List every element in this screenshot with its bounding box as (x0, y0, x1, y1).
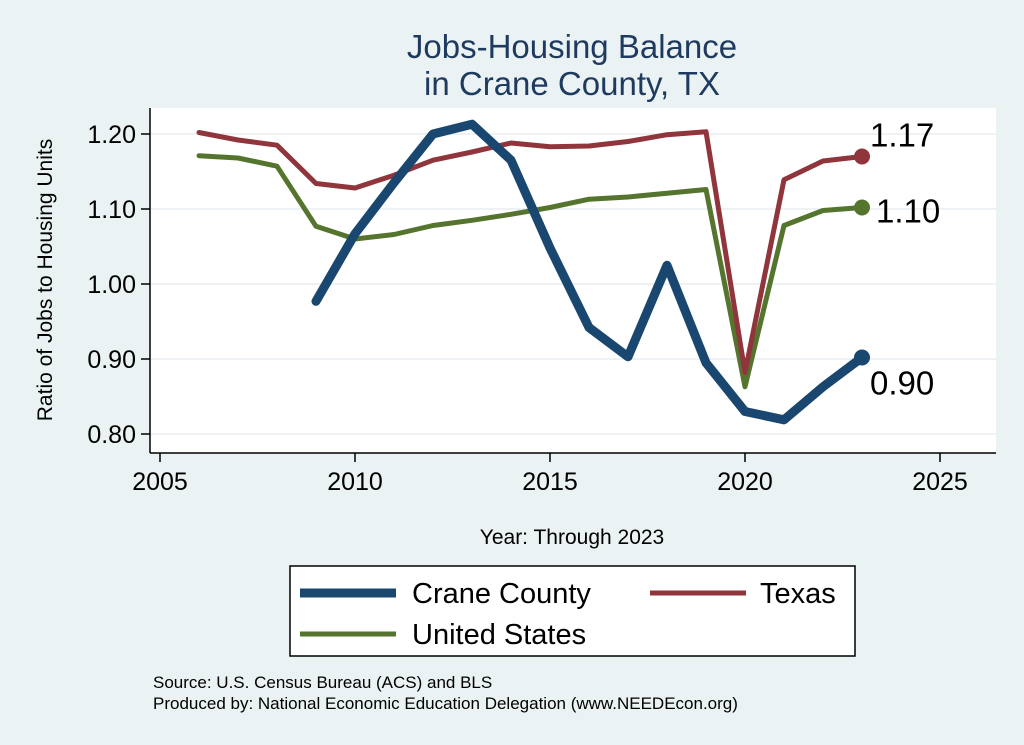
y-tick-label: 0.90 (87, 346, 136, 374)
x-tick-label: 2015 (522, 468, 578, 496)
legend-label-texas: Texas (760, 578, 836, 610)
gridlines (150, 133, 996, 435)
end-label-crane-county: 0.90 (870, 365, 934, 402)
y-tick-label: 0.80 (87, 421, 136, 449)
y-axis-label: Ratio of Jobs to Housing Units (34, 139, 57, 421)
x-tick-label: 2010 (327, 468, 383, 496)
producer-note: Produced by: National Economic Education… (153, 694, 738, 713)
legend-box (289, 565, 856, 657)
chart-title-line-1: Jobs-Housing Balance (407, 28, 737, 65)
x-tick-label: 2020 (717, 468, 773, 496)
end-label-united-states: 1.10 (876, 193, 940, 230)
plot-area (150, 108, 996, 453)
legend-label-crane-county: Crane County (412, 578, 591, 610)
y-axis-ticks: 0.80 0.90 1.00 1.10 1.20 (87, 121, 150, 449)
x-axis-label: Year: Through 2023 (480, 526, 665, 549)
y-tick-label: 1.20 (87, 121, 136, 149)
y-tick-label: 1.10 (87, 196, 136, 224)
end-label-texas: 1.17 (870, 117, 934, 154)
y-tick-label: 1.00 (87, 271, 136, 299)
end-markers: 0.90 1.17 1.10 (854, 117, 940, 402)
series-line-texas (196, 129, 865, 375)
source-note: Source: U.S. Census Bureau (ACS) and BLS (153, 673, 492, 692)
series-line-crane-county (311, 119, 867, 425)
series-lines (196, 119, 867, 425)
x-axis-ticks: 2005 2010 2015 2020 2025 (132, 453, 968, 496)
x-tick-label: 2025 (912, 468, 968, 496)
legend-label-united-states: United States (412, 619, 586, 651)
x-tick-label: 2005 (132, 468, 188, 496)
chart-title-line-2: in Crane County, TX (424, 65, 720, 102)
end-marker-united-states (854, 199, 870, 216)
end-marker-texas (854, 148, 870, 165)
end-marker-crane-county (854, 349, 870, 366)
